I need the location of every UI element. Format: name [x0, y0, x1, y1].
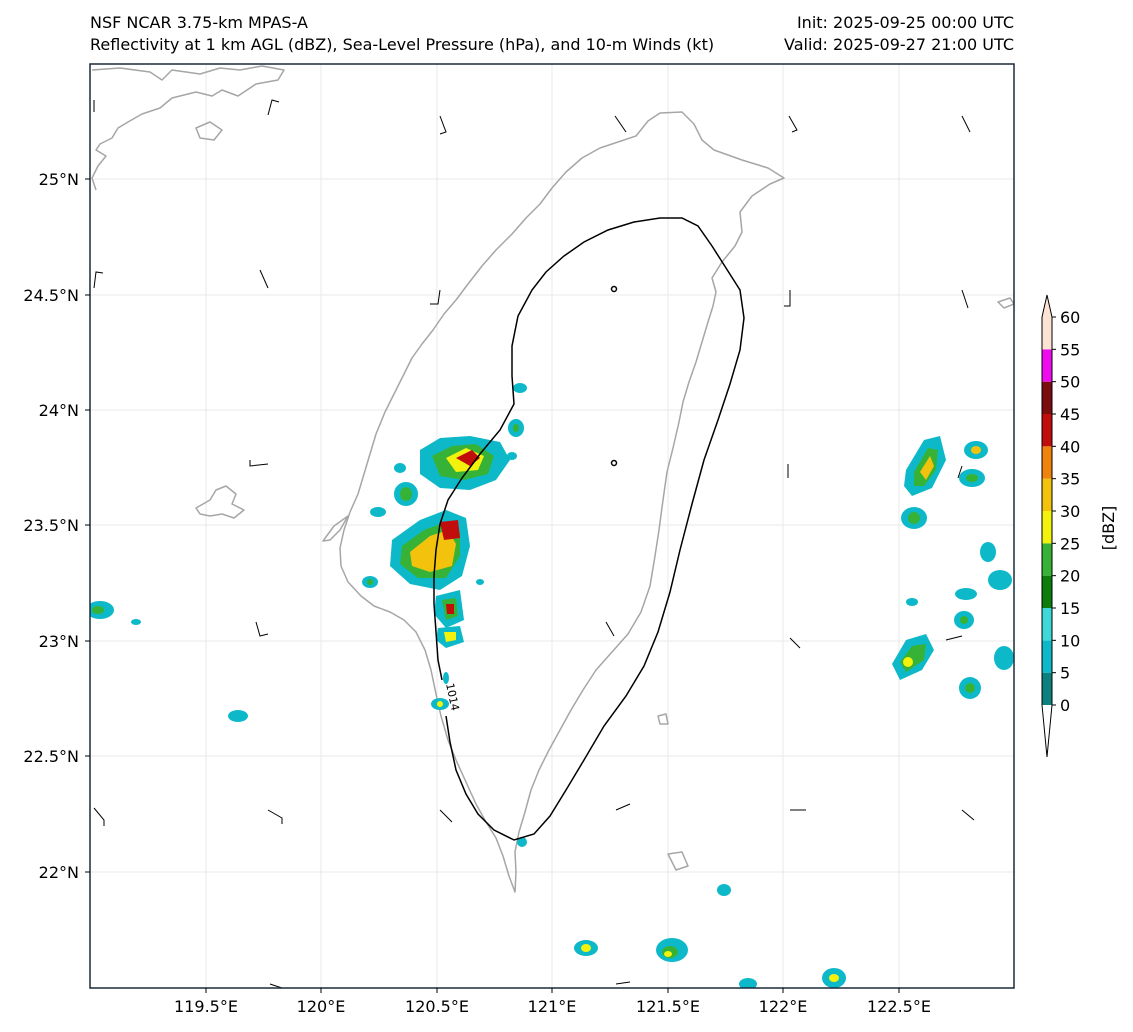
- storm-cells-small-west: [90, 383, 527, 847]
- colorbar-bin: [1042, 446, 1052, 479]
- lat-tick-label: 22.5°N: [23, 747, 79, 766]
- colorbar-tick-label: 15: [1060, 599, 1080, 618]
- lon-tick-label: 120°E: [297, 997, 346, 1016]
- title-left: NSF NCAR 3.75-km MPAS-A: [90, 13, 308, 32]
- colorbar-tick-label: 60: [1060, 308, 1080, 327]
- colorbar-tick-label: 0: [1060, 696, 1070, 715]
- colorbar-bin: [1042, 640, 1052, 673]
- colorbar-bin: [1042, 672, 1052, 705]
- colorbar-tick-label: 30: [1060, 502, 1080, 521]
- init-time: Init: 2025-09-25 00:00 UTC: [796, 13, 1014, 32]
- colorbar-tick-label: 5: [1060, 664, 1070, 683]
- colorbar-bin: [1042, 543, 1052, 576]
- storm-cluster-central: [390, 510, 470, 648]
- colorbar-tick-label: 55: [1060, 340, 1080, 359]
- lon-tick-label: 119.5°E: [174, 997, 238, 1016]
- subtitle-left: Reflectivity at 1 km AGL (dBZ), Sea-Leve…: [90, 35, 715, 54]
- ludao-coastline: [657, 713, 669, 725]
- storm-cells-east: [892, 436, 1014, 699]
- storm-cluster-north-central: [420, 436, 510, 490]
- colorbar-bin: [1042, 575, 1052, 608]
- colorbar-title: [dBZ]: [1099, 506, 1118, 551]
- colorbar-bin: [1042, 381, 1052, 414]
- reflectivity-cells: [90, 383, 1014, 988]
- colorbar-tick-label: 40: [1060, 437, 1080, 456]
- lat-tick-label: 24.5°N: [23, 286, 79, 305]
- lon-tick-label: 122°E: [759, 997, 808, 1016]
- ryukyu-coastline: [997, 297, 1014, 309]
- colorbar-bin: [1042, 511, 1052, 544]
- colorbar-bin: [1042, 414, 1052, 447]
- lat-axis: 25°N 24.5°N 24°N 23.5°N 23°N 22.5°N 22°N: [23, 170, 90, 882]
- lon-tick-label: 121.5°E: [636, 997, 700, 1016]
- china-coastline: [91, 65, 285, 191]
- lat-tick-label: 23.5°N: [23, 516, 79, 535]
- colorbar-extend-low: [1042, 705, 1052, 757]
- colorbar-bin: [1042, 478, 1052, 511]
- colorbar-tick-label: 45: [1060, 405, 1080, 424]
- colorbar-bin: [1042, 317, 1052, 350]
- colorbar: 0 5 10 15 20 25 30 35 40 45 50 55 60: [1041, 294, 1080, 758]
- colorbar-bin: [1042, 608, 1052, 641]
- lat-tick-label: 25°N: [39, 170, 79, 189]
- lat-tick-label: 22°N: [39, 863, 79, 882]
- isobar-1014: [433, 217, 745, 841]
- lat-tick-label: 24°N: [39, 401, 79, 420]
- colorbar-tick-label: 25: [1060, 534, 1080, 553]
- lon-tick-label: 122.5°E: [867, 997, 931, 1016]
- colorbar-tick-label: 20: [1060, 567, 1080, 586]
- colorbar-extend-high: [1042, 295, 1052, 317]
- colorbar-bin: [1042, 349, 1052, 382]
- lon-axis: 119.5°E 120°E 120.5°E 121°E 121.5°E 122°…: [174, 988, 931, 1016]
- colorbar-tick-label: 35: [1060, 470, 1080, 489]
- storm-cells-south: [574, 884, 846, 988]
- island-coastline: [322, 515, 349, 542]
- colorbar-tick-label: 50: [1060, 373, 1080, 392]
- lon-tick-label: 120.5°E: [405, 997, 469, 1016]
- colorbar-tick-label: 10: [1060, 631, 1080, 650]
- isobar-label: 1014: [443, 682, 462, 712]
- wind-barbs: [93, 99, 975, 988]
- coastlines: [91, 65, 1014, 893]
- china-islet: [195, 121, 223, 141]
- penghu-coastline: [195, 485, 245, 519]
- taiwan-coastline: [339, 111, 785, 893]
- lon-tick-label: 121°E: [528, 997, 577, 1016]
- lat-tick-label: 23°N: [39, 632, 79, 651]
- valid-time: Valid: 2025-09-27 21:00 UTC: [783, 35, 1014, 54]
- lanyu-coastline: [667, 851, 689, 871]
